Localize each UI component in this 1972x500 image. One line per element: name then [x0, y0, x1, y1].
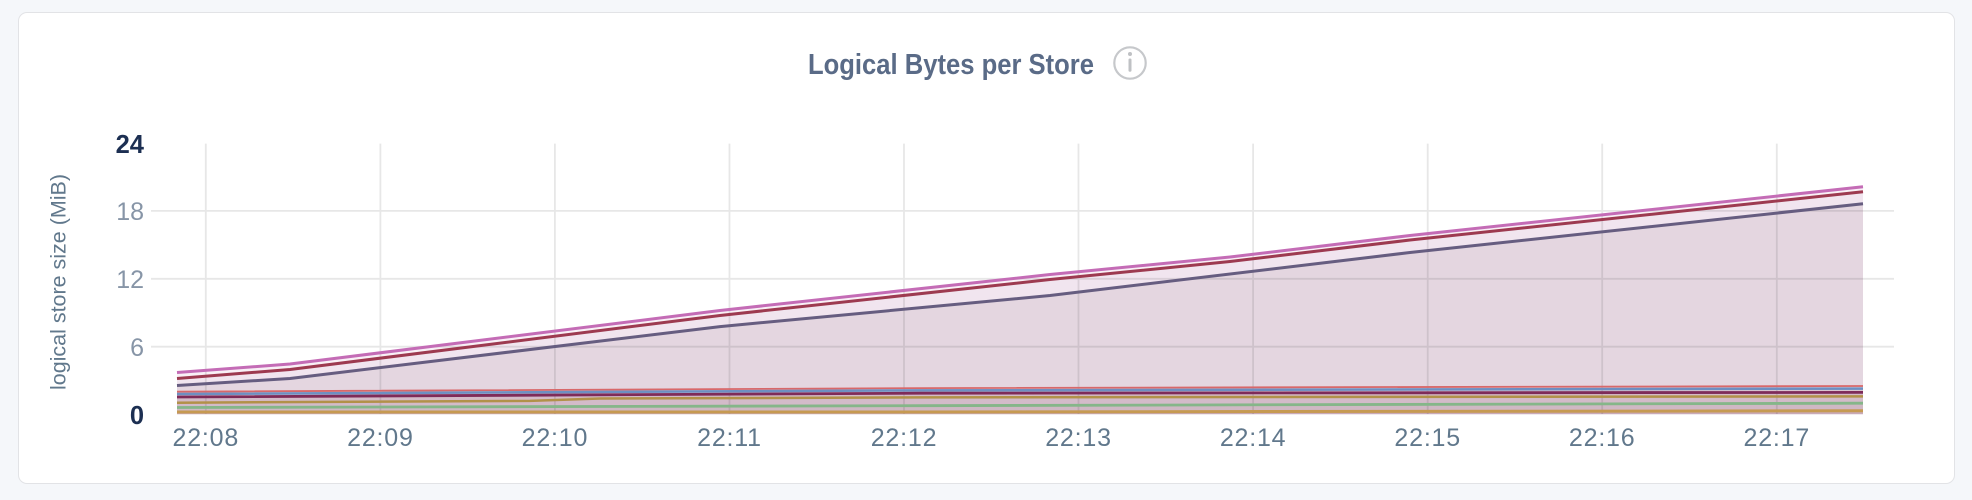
- svg-text:24: 24: [116, 131, 145, 159]
- svg-text:22:15: 22:15: [1394, 424, 1461, 452]
- svg-text:22:09: 22:09: [347, 424, 414, 452]
- svg-text:0: 0: [130, 402, 144, 430]
- svg-text:22:10: 22:10: [522, 424, 589, 452]
- svg-text:logical store size (MiB): logical store size (MiB): [48, 174, 71, 390]
- svg-text:22:12: 22:12: [871, 424, 938, 452]
- svg-text:Logical Bytes per Store: Logical Bytes per Store: [808, 49, 1094, 81]
- svg-text:22:08: 22:08: [173, 424, 240, 452]
- svg-text:22:17: 22:17: [1744, 424, 1811, 452]
- svg-text:22:13: 22:13: [1045, 424, 1112, 452]
- svg-text:18: 18: [116, 198, 144, 226]
- svg-text:6: 6: [130, 334, 144, 362]
- svg-text:12: 12: [116, 266, 144, 294]
- svg-text:22:16: 22:16: [1569, 424, 1636, 452]
- svg-text:22:11: 22:11: [697, 424, 762, 452]
- svg-text:22:14: 22:14: [1220, 424, 1287, 452]
